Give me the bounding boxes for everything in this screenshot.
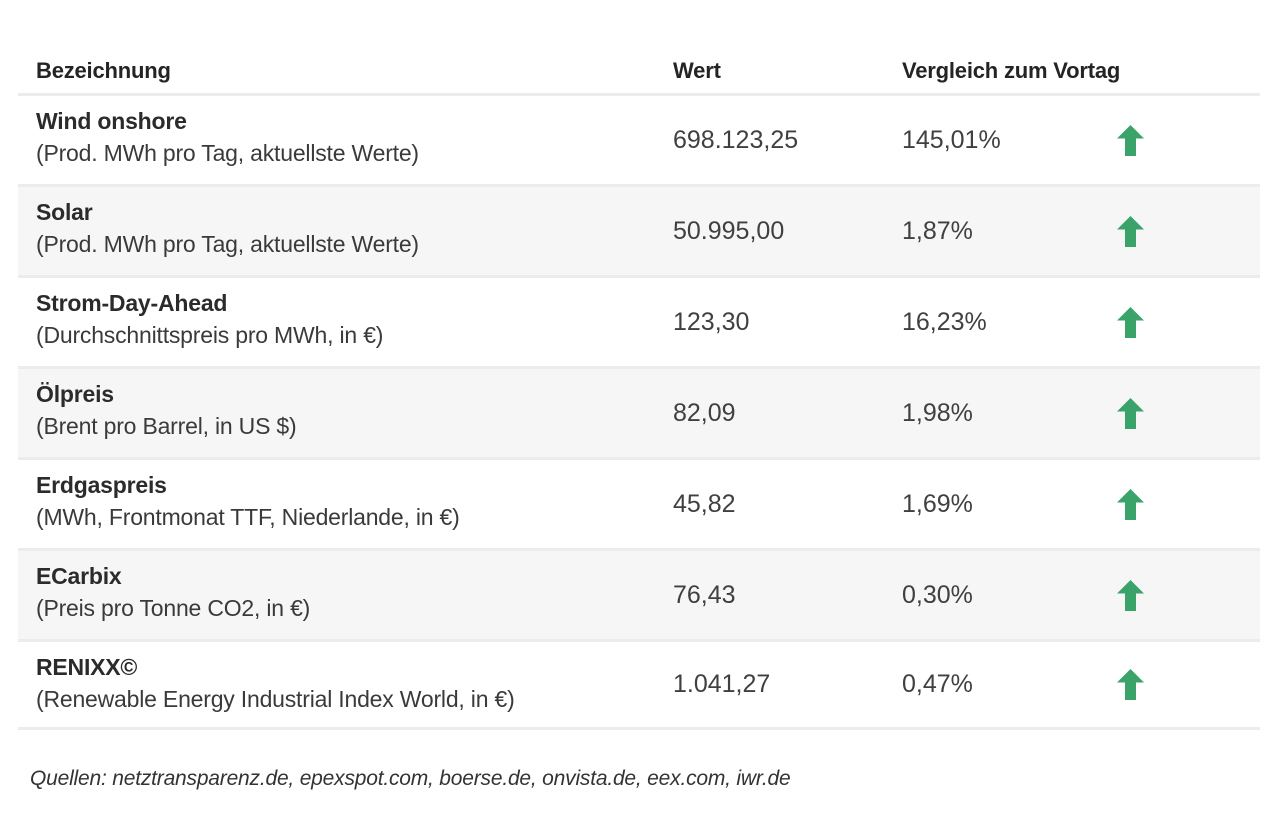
up-arrow-icon xyxy=(1116,215,1144,247)
row-value: 698.123,25 xyxy=(673,125,799,154)
row-title: Wind onshore xyxy=(36,108,187,134)
up-arrow-icon xyxy=(1116,124,1144,156)
row-label: Erdgaspreis (MWh, Frontmonat TTF, Nieder… xyxy=(18,460,673,533)
row-change: 1,98% xyxy=(902,398,973,427)
table-row-renixx: RENIXX© (Renewable Energy Industrial Ind… xyxy=(18,639,1260,730)
row-change: 0,30% xyxy=(902,580,973,609)
row-trend xyxy=(1080,579,1180,611)
row-value: 45,82 xyxy=(673,489,736,518)
row-label: Solar (Prod. MWh pro Tag, aktuellste Wer… xyxy=(18,187,673,260)
row-change: 16,23% xyxy=(902,307,987,336)
row-title: Strom-Day-Ahead xyxy=(36,290,228,316)
row-trend xyxy=(1080,215,1180,247)
row-description: (Durchschnittspreis pro MWh, in €) xyxy=(36,322,384,348)
row-title: ECarbix xyxy=(36,563,122,589)
up-arrow-icon xyxy=(1116,488,1144,520)
row-description: (Prod. MWh pro Tag, aktuellste Werte) xyxy=(36,140,419,166)
row-label: RENIXX© (Renewable Energy Industrial Ind… xyxy=(18,642,673,715)
column-header-wert: Wert xyxy=(673,57,721,83)
row-description: (Renewable Energy Industrial Index World… xyxy=(36,686,515,712)
row-label: Ölpreis (Brent pro Barrel, in US $) xyxy=(18,369,673,442)
row-description: (Prod. MWh pro Tag, aktuellste Werte) xyxy=(36,231,419,257)
column-header-bezeichnung: Bezeichnung xyxy=(36,57,171,83)
table-row-ecarbix: ECarbix (Preis pro Tonne CO2, in €) 76,4… xyxy=(18,548,1260,639)
row-description: (Brent pro Barrel, in US $) xyxy=(36,413,297,439)
table-row-strom-day-ahead: Strom-Day-Ahead (Durchschnittspreis pro … xyxy=(18,275,1260,366)
sources-note: Quellen: netztransparenz.de, epexspot.co… xyxy=(30,767,791,790)
row-trend xyxy=(1080,397,1180,429)
row-trend xyxy=(1080,306,1180,338)
row-description: (MWh, Frontmonat TTF, Niederlande, in €) xyxy=(36,504,460,530)
row-description: (Preis pro Tonne CO2, in €) xyxy=(36,595,311,621)
table-row-erdgaspreis: Erdgaspreis (MWh, Frontmonat TTF, Nieder… xyxy=(18,457,1260,548)
up-arrow-icon xyxy=(1116,579,1144,611)
row-change: 1,69% xyxy=(902,489,973,518)
row-change: 145,01% xyxy=(902,125,1001,154)
row-title: Erdgaspreis xyxy=(36,472,167,498)
row-change: 0,47% xyxy=(902,670,973,698)
up-arrow-icon xyxy=(1116,397,1144,429)
row-change: 1,87% xyxy=(902,216,973,245)
row-value: 1.041,27 xyxy=(673,670,771,698)
table-row-solar: Solar (Prod. MWh pro Tag, aktuellste Wer… xyxy=(18,184,1260,275)
table-row-oelpreis: Ölpreis (Brent pro Barrel, in US $) 82,0… xyxy=(18,366,1260,457)
row-value: 123,30 xyxy=(673,307,750,336)
table-row-wind-onshore: Wind onshore (Prod. MWh pro Tag, aktuell… xyxy=(18,93,1260,184)
row-value: 82,09 xyxy=(673,398,736,427)
column-header-vergleich: Vergleich zum Vortag xyxy=(902,57,1121,83)
row-label: ECarbix (Preis pro Tonne CO2, in €) xyxy=(18,551,673,624)
row-value: 76,43 xyxy=(673,580,736,609)
row-trend xyxy=(1080,124,1180,156)
row-trend xyxy=(1080,669,1180,700)
table-header: Bezeichnung Wert Vergleich zum Vortag xyxy=(18,48,1260,93)
row-label: Strom-Day-Ahead (Durchschnittspreis pro … xyxy=(18,278,673,351)
up-arrow-icon xyxy=(1116,306,1144,338)
energy-market-table: Bezeichnung Wert Vergleich zum Vortag Wi… xyxy=(18,48,1260,730)
row-title: Ölpreis xyxy=(36,381,114,407)
row-trend xyxy=(1080,488,1180,520)
row-value: 50.995,00 xyxy=(673,216,785,245)
up-arrow-icon xyxy=(1116,669,1144,700)
row-title: RENIXX© xyxy=(36,654,138,680)
row-label: Wind onshore (Prod. MWh pro Tag, aktuell… xyxy=(18,96,673,169)
row-title: Solar xyxy=(36,199,93,225)
